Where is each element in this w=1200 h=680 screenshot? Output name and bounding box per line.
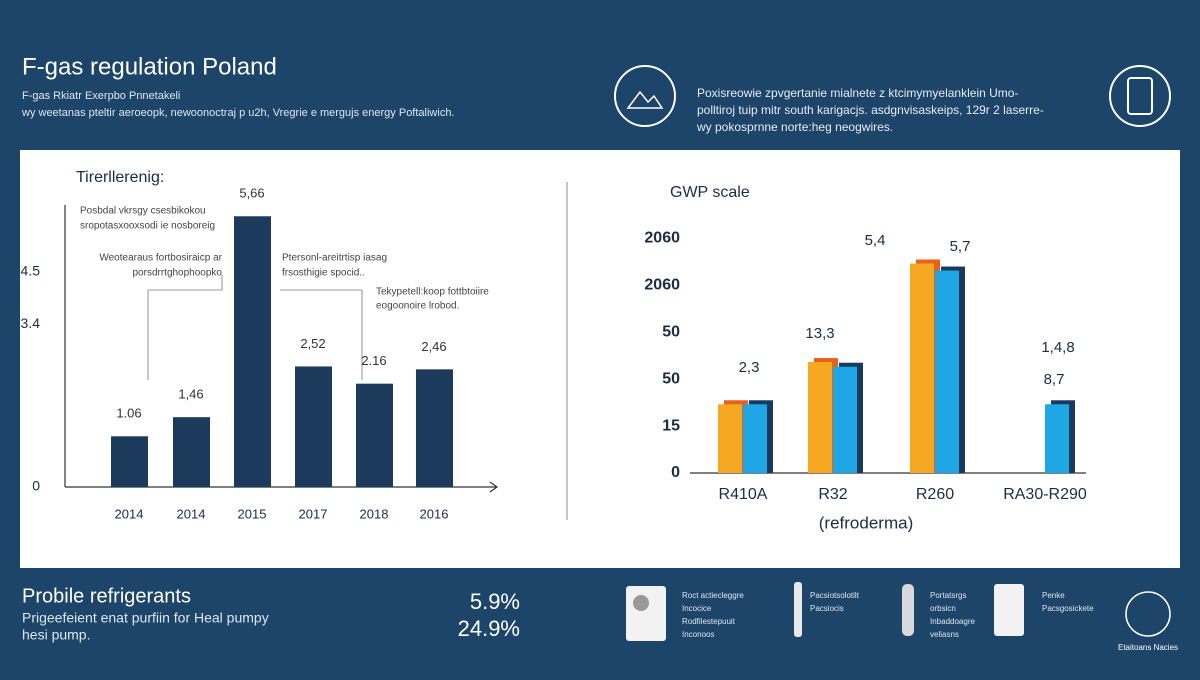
annotation: porsdrrtghophoopko bbox=[132, 268, 222, 279]
product-icon bbox=[794, 582, 802, 637]
value-label: 5,66 bbox=[239, 186, 264, 201]
product-icon bbox=[626, 586, 666, 641]
bar bbox=[910, 263, 934, 473]
annotation: Ptersonl-areitrtisp iasag bbox=[282, 253, 387, 264]
item-label: Inbaddoagre bbox=[930, 617, 975, 626]
item-label: Penke bbox=[1042, 591, 1065, 600]
x-axis-label: (refroderma) bbox=[819, 513, 913, 532]
y-tick-label: 3.4 bbox=[21, 315, 41, 331]
y-tick-label: 50 bbox=[662, 323, 680, 340]
value-label: 1,46 bbox=[178, 387, 203, 402]
axis-arrow bbox=[489, 481, 499, 493]
chart-title: GWP scale bbox=[670, 184, 750, 201]
badge-icon bbox=[1125, 591, 1171, 637]
bar bbox=[718, 404, 742, 473]
x-tick-label: R410A bbox=[719, 486, 768, 503]
footer-text: hesi pump. bbox=[22, 627, 90, 643]
item-label: orbsicn bbox=[930, 604, 956, 613]
x-tick-label: 2018 bbox=[360, 506, 389, 521]
product-icon bbox=[902, 584, 914, 636]
x-tick-label: 2017 bbox=[299, 506, 328, 521]
stat: 24.9% bbox=[458, 616, 520, 641]
y-tick-label: 2060 bbox=[644, 230, 680, 247]
bar bbox=[935, 270, 959, 473]
y-tick-label: 0 bbox=[671, 464, 680, 481]
y-tick-label: 2060 bbox=[644, 277, 680, 294]
annotation: Tekypetell:koop fottbtoiire bbox=[376, 287, 489, 298]
bar bbox=[111, 436, 148, 487]
header-note: polltiroj tuip mitr south karigacjs. asd… bbox=[697, 103, 1044, 117]
value-label: 2,52 bbox=[300, 336, 325, 351]
bar bbox=[173, 417, 210, 487]
item-label: Portatsrgs bbox=[930, 591, 966, 600]
header-note: wy pokosprnne norte:heg neogwires. bbox=[696, 120, 893, 134]
item-label: Pacsiotsolotilt bbox=[810, 591, 860, 600]
annotation: eogoonoire lrobod. bbox=[376, 301, 459, 312]
icon bbox=[614, 65, 676, 127]
value-label: 2.16 bbox=[361, 353, 386, 368]
bar bbox=[1045, 404, 1069, 473]
annotation: 5,4 bbox=[865, 232, 886, 249]
x-tick-label: 2016 bbox=[420, 506, 449, 521]
bar bbox=[295, 366, 332, 487]
header-note: Poxisreowie zpvgertanie mialnete z ktcim… bbox=[697, 86, 1018, 100]
value-label: 2,46 bbox=[421, 339, 446, 354]
badge-label: Etaitoans Nacies bbox=[1118, 643, 1178, 652]
annotation: 13,3 bbox=[805, 325, 834, 342]
item-label: Inconoos bbox=[682, 630, 714, 639]
x-tick-label: R260 bbox=[916, 486, 954, 503]
chart-panel bbox=[20, 150, 1180, 568]
footer-text: Prigeefeient enat purfiin for Heal pumpy bbox=[22, 610, 269, 626]
y-tick-label: 0 bbox=[32, 478, 40, 494]
callout-line bbox=[147, 275, 363, 380]
x-tick-label: R32 bbox=[818, 486, 847, 503]
stat: 5.9% bbox=[470, 589, 520, 614]
bar bbox=[234, 216, 271, 487]
icon bbox=[1109, 65, 1171, 127]
bar bbox=[743, 404, 767, 473]
annotation: frsosthigie spocid.. bbox=[282, 268, 365, 279]
annotation: 5,7 bbox=[950, 238, 971, 255]
y-tick-label: 15 bbox=[662, 417, 680, 434]
chart-title: Tirerllerenig: bbox=[76, 169, 164, 186]
y-tick-label: 4.5 bbox=[21, 262, 41, 278]
page-title: F-gas regulation Poland bbox=[22, 53, 277, 80]
item-label: Pacsiocis bbox=[810, 604, 844, 613]
x-tick-label: 2015 bbox=[238, 506, 267, 521]
footer-title: Probile refrigerants bbox=[22, 585, 191, 607]
icon-glyph bbox=[1127, 77, 1153, 115]
x-tick-label: 2014 bbox=[115, 506, 144, 521]
annotation: sropotasxooxsodi ie nosboreig bbox=[80, 221, 215, 232]
subtitle: F-gas Rkiatr Exerpbo Pnnetakeli bbox=[22, 90, 180, 102]
annotation: Posbdal vkrsgy csesbikokou bbox=[80, 206, 206, 217]
bar bbox=[833, 366, 857, 473]
y-tick-label: 50 bbox=[662, 370, 680, 387]
annotation: 8,7 bbox=[1044, 371, 1065, 388]
annotation: 1,4,8 bbox=[1041, 339, 1074, 356]
product-icon bbox=[633, 595, 649, 611]
right-chart: GWP scale (refroderma) 0 15 50 50 2060 2060 R4… bbox=[644, 184, 1086, 532]
annotation: Weotearaus fortbosiraicp ar bbox=[99, 253, 222, 264]
bar bbox=[356, 383, 393, 487]
left-chart: Tirerllerenig: 0 3.4 4.5 1.06 2014 1,46 2014 5,… bbox=[21, 169, 499, 521]
bar bbox=[808, 362, 832, 473]
item-label: Pacsgosickete bbox=[1042, 604, 1094, 613]
item-label: veliasns bbox=[930, 630, 959, 639]
x-tick-label: RA30-R290 bbox=[1003, 486, 1087, 503]
x-tick-label: 2014 bbox=[177, 506, 206, 521]
item-label: Rodfilestepuuit bbox=[682, 617, 736, 626]
item-label: Incocice bbox=[682, 604, 712, 613]
annotation: 2,3 bbox=[739, 359, 760, 376]
icon-glyph bbox=[626, 90, 664, 109]
item-label: Roct actiecleggre bbox=[682, 591, 744, 600]
value-label: 1.06 bbox=[116, 406, 141, 421]
product-icon bbox=[994, 584, 1024, 636]
subtitle: wy weetanas pteltir aeroeopk, newoonoctr… bbox=[21, 107, 455, 119]
bar bbox=[416, 369, 453, 487]
